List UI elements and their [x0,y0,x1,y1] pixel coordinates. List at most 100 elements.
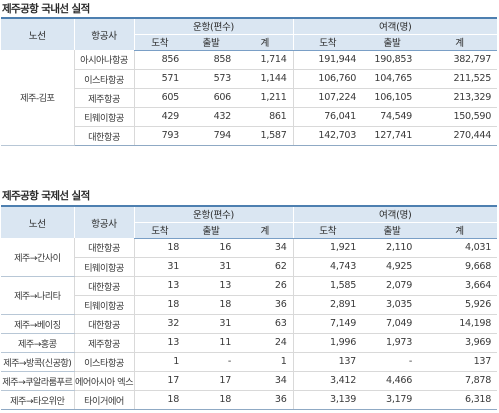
passengers-total-cell: 211,525 [422,69,498,89]
airline-column-header: 항공사 [73,205,134,238]
header-row-columns: 도착 출발 계 도착 출발 계 [1,34,498,51]
flights-total-cell: 24 [237,333,293,353]
passengers-total-cell: 137 [422,352,498,372]
airline-cell: 타이거에어 [73,390,134,410]
flights-total-cell: 62 [237,257,293,277]
route-cell: 제주→간사이 [1,238,74,277]
table-row: 이스타항공 571 573 1,144 106,760 104,765 211,525 [1,69,498,89]
route-cell: 제주→홍콩 [1,333,74,353]
passengers-total-cell: 4,031 [422,238,498,258]
international-results-table: 노선 항공사 운항(편수) 여객(명) 도착 출발 계 도착 출발 계 제주→간사이 대한항공 18 16… [1,205,498,410]
route-cell: 제주→베이징 [1,314,74,334]
passengers-arrival-cell: 1,996 [292,333,362,353]
table-row: 제주항공 605 606 1,211 107,224 106,105 213,329 [1,88,498,108]
flights-departure-cell: 573 [185,69,237,89]
route-cell: 제주→쿠알라룸푸르 [1,371,74,391]
flights-departure-cell: 16 [185,238,237,258]
flights-departure-cell: 18 [185,295,237,315]
airline-cell: 대한항공 [73,238,134,258]
passengers-group-header: 여객(명) [292,17,498,35]
passengers-arrival-cell: 142,703 [292,126,362,146]
passengers-group-header: 여객(명) [292,205,498,223]
flights-departure-cell: 17 [185,371,237,391]
flights-total-cell: 26 [237,276,293,296]
passengers-total-cell: 150,590 [422,107,498,127]
passengers-departure-cell: 1,973 [362,333,422,353]
flights-total-header: 계 [237,34,293,51]
passengers-departure-cell: 3,179 [362,390,422,410]
passengers-arrival-header: 도착 [292,222,362,239]
route-cell: 제주→나리타 [1,276,74,315]
airline-cell: 티웨이항공 [73,295,134,315]
flights-departure-cell: 18 [185,390,237,410]
passengers-departure-cell: 104,765 [362,69,422,89]
flights-departure-cell: 13 [185,276,237,296]
airline-cell: 티웨이항공 [73,257,134,277]
flights-group-header: 운항(편수) [133,205,293,223]
flights-arrival-cell: 429 [133,107,185,127]
passengers-arrival-header: 도착 [292,34,362,51]
international-section-title: 제주공항 국제선 실적 [2,190,90,202]
passengers-total-cell: 9,668 [422,257,498,277]
passengers-total-cell: 3,969 [422,333,498,353]
passengers-departure-header: 출발 [362,222,422,239]
passengers-total-cell: 270,444 [422,126,498,146]
flights-arrival-cell: 1 [133,352,185,372]
flights-arrival-cell: 18 [133,238,185,258]
flights-departure-cell: 31 [185,314,237,334]
flights-total-cell: 1,587 [237,126,293,146]
flights-arrival-cell: 13 [133,333,185,353]
table-row: 제주→간사이 대한항공 18 16 34 1,921 2,110 4,031 [1,238,498,277]
header-row-columns: 도착 출발 계 도착 출발 계 [1,222,498,239]
flights-arrival-cell: 856 [133,50,185,70]
flights-departure-header: 출발 [185,34,237,51]
passengers-total-cell: 382,797 [422,50,498,70]
flights-arrival-cell: 17 [133,371,185,391]
flights-total-cell: 63 [237,314,293,334]
passengers-departure-cell: 2,110 [362,238,422,258]
airline-cell: 제주항공 [73,88,134,108]
flights-total-header: 계 [237,222,293,239]
passengers-departure-cell: 3,035 [362,295,422,315]
flights-total-cell: 36 [237,295,293,315]
passengers-total-cell: 7,878 [422,371,498,391]
airline-cell: 대한항공 [73,276,134,296]
table-row: 제주-김포 아시아나항공 856 858 1,714 191,944 190,853 382,… [1,50,498,146]
flights-arrival-header: 도착 [133,222,185,239]
table-row: 제주→타오위안 타이거에어 18 18 36 3,139 3,179 6,318 [1,390,498,410]
route-column-header: 노선 [1,205,74,238]
flights-group-header: 운항(편수) [133,17,293,35]
table-row: 제주→나리타 대한항공 13 13 26 1,585 2,079 3,664 [1,276,498,315]
passengers-arrival-cell: 3,139 [292,390,362,410]
passengers-total-cell: 6,318 [422,390,498,410]
flights-total-cell: 1,211 [237,88,293,108]
passengers-arrival-cell: 7,149 [292,314,362,334]
table-row: 티웨이항공 429 432 861 76,041 74,549 150,590 [1,107,498,127]
flights-departure-cell: 11 [185,333,237,353]
flights-arrival-cell: 605 [133,88,185,108]
passengers-departure-cell: 190,853 [362,50,422,70]
flights-departure-cell: 858 [185,50,237,70]
flights-total-cell: 36 [237,390,293,410]
route-cell: 제주→타오위안 [1,390,74,410]
passengers-departure-cell: 7,049 [362,314,422,334]
airline-cell: 아시아나항공 [73,50,134,70]
airline-column-header: 항공사 [73,17,134,50]
passengers-total-cell: 213,329 [422,88,498,108]
flights-arrival-cell: 32 [133,314,185,334]
passengers-arrival-cell: 1,585 [292,276,362,296]
flights-total-cell: 34 [237,238,293,258]
flights-departure-cell: 432 [185,107,237,127]
passengers-departure-cell: 74,549 [362,107,422,127]
route-cell: 제주→방콕(신공항) [1,352,74,372]
passengers-arrival-cell: 76,041 [292,107,362,127]
flights-total-cell: 1 [237,352,293,372]
flights-arrival-cell: 793 [133,126,185,146]
passengers-total-cell: 14,198 [422,314,498,334]
flights-arrival-cell: 13 [133,276,185,296]
flights-total-cell: 34 [237,371,293,391]
passengers-departure-cell: 106,105 [362,88,422,108]
passengers-total-cell: 3,664 [422,276,498,296]
passengers-total-header: 계 [422,222,498,239]
flights-arrival-cell: 18 [133,295,185,315]
